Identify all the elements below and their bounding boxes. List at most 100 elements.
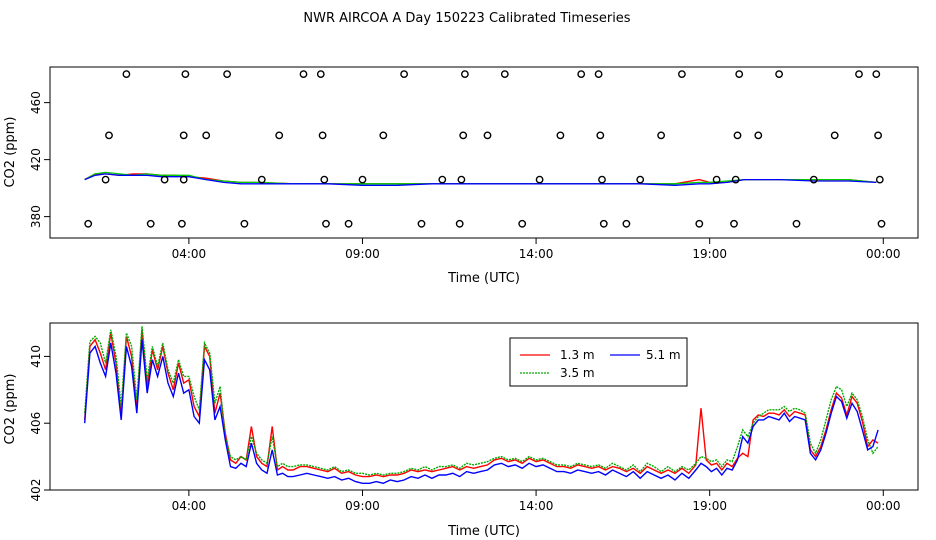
data-point bbox=[594, 70, 603, 79]
top-y-axis: 380 420 460 bbox=[29, 91, 50, 228]
data-point bbox=[556, 131, 565, 140]
data-point bbox=[457, 175, 466, 184]
data-point bbox=[275, 131, 284, 140]
data-point bbox=[855, 70, 863, 79]
top-series-lines bbox=[84, 171, 877, 186]
bottom-x-tick-label: 00:00 bbox=[866, 499, 901, 513]
data-point bbox=[455, 219, 464, 228]
data-point bbox=[316, 70, 325, 79]
data-point bbox=[775, 70, 783, 79]
legend-label-1-3m: 1.3 m bbox=[560, 348, 595, 362]
bottom-y-axis-label: CO2 (ppm) bbox=[3, 373, 18, 444]
data-point bbox=[318, 131, 327, 140]
top-x-tick-label: 09:00 bbox=[345, 247, 380, 261]
data-point bbox=[636, 175, 645, 184]
top-x-tick-label: 14:00 bbox=[519, 247, 554, 261]
data-point bbox=[518, 219, 527, 228]
data-point bbox=[731, 175, 740, 184]
data-point bbox=[712, 175, 721, 184]
bottom-y-axis: 402 406 410 bbox=[29, 345, 50, 501]
top-x-axis: 04:00 09:00 14:00 19:00 00:00 bbox=[172, 238, 901, 261]
data-point bbox=[358, 175, 367, 184]
top-x-tick-label: 19:00 bbox=[692, 247, 727, 261]
bottom-x-axis: 04:00 09:00 14:00 19:00 00:00 bbox=[172, 490, 901, 513]
top-points bbox=[84, 70, 886, 228]
legend-box bbox=[509, 337, 688, 387]
bottom-x-tick-label: 14:00 bbox=[519, 499, 554, 513]
data-point bbox=[320, 175, 329, 184]
data-point bbox=[622, 219, 631, 228]
data-point bbox=[460, 70, 469, 79]
top-series-line-3-5-m bbox=[84, 171, 877, 185]
data-point bbox=[877, 219, 886, 228]
bottom-x-tick-label: 04:00 bbox=[172, 499, 207, 513]
top-y-axis-label: CO2 (ppm) bbox=[3, 116, 18, 187]
bottom-y-tick-label: 410 bbox=[29, 345, 43, 368]
data-point bbox=[830, 131, 839, 140]
data-point bbox=[598, 175, 606, 184]
legend-label-5-1m: 5.1 m bbox=[646, 348, 681, 362]
bottom-series-line-5-1-m bbox=[84, 339, 879, 485]
data-point bbox=[875, 175, 884, 184]
data-point bbox=[754, 131, 763, 140]
data-point bbox=[105, 131, 113, 140]
data-point bbox=[678, 70, 686, 79]
top-y-tick-label: 380 bbox=[29, 205, 43, 228]
data-point bbox=[101, 175, 110, 184]
data-point bbox=[872, 70, 881, 79]
data-point bbox=[240, 219, 249, 228]
top-series-line-5-1-m bbox=[84, 173, 877, 186]
data-point bbox=[202, 131, 211, 140]
data-point bbox=[257, 175, 266, 184]
data-point bbox=[160, 175, 169, 184]
data-point bbox=[695, 219, 704, 228]
data-point bbox=[146, 219, 155, 228]
data-point bbox=[792, 219, 801, 228]
bottom-series-lines bbox=[84, 326, 879, 485]
top-x-axis-label: Time (UTC) bbox=[447, 271, 520, 286]
data-point bbox=[459, 131, 468, 140]
data-point bbox=[809, 175, 818, 184]
data-point bbox=[577, 70, 586, 79]
top-panel: 04:00 09:00 14:00 19:00 00:00 380 420 460 Time… bbox=[3, 66, 919, 286]
data-point bbox=[735, 70, 744, 79]
bottom-panel: 04:00 09:00 14:00 19:00 00:00 402 406 410 Time… bbox=[3, 322, 919, 539]
data-point bbox=[417, 219, 426, 228]
data-point bbox=[84, 219, 93, 228]
data-point bbox=[733, 131, 742, 140]
data-point bbox=[438, 175, 447, 184]
bottom-x-tick-label: 19:00 bbox=[692, 499, 727, 513]
bottom-plot-frame bbox=[49, 322, 919, 491]
data-point bbox=[657, 131, 665, 140]
data-point bbox=[181, 70, 190, 79]
data-point bbox=[122, 70, 131, 79]
top-y-tick-label: 460 bbox=[29, 91, 43, 114]
bottom-x-tick-label: 09:00 bbox=[345, 499, 380, 513]
top-x-tick-label: 04:00 bbox=[172, 247, 207, 261]
data-point bbox=[179, 131, 188, 140]
top-y-tick-label: 420 bbox=[29, 148, 43, 171]
bottom-x-axis-label: Time (UTC) bbox=[447, 524, 520, 539]
data-point bbox=[344, 219, 353, 228]
data-point bbox=[599, 219, 608, 228]
bottom-series-line-3-5-m bbox=[84, 326, 879, 476]
figure-title: NWR AIRCOA A Day 150223 Calibrated Times… bbox=[303, 11, 630, 26]
data-point bbox=[177, 219, 186, 228]
data-point bbox=[483, 131, 492, 140]
data-point bbox=[322, 219, 330, 228]
data-point bbox=[299, 70, 308, 79]
data-point bbox=[179, 175, 188, 184]
data-point bbox=[379, 131, 388, 140]
data-point bbox=[500, 70, 509, 79]
data-point bbox=[535, 175, 544, 184]
top-plot-frame bbox=[49, 66, 919, 239]
legend-label-3-5m: 3.5 m bbox=[560, 366, 595, 380]
data-point bbox=[874, 131, 882, 140]
data-point bbox=[400, 70, 408, 79]
data-point bbox=[223, 70, 232, 79]
data-point bbox=[730, 219, 738, 228]
legend: 1.3 m 5.1 m 3.5 m bbox=[509, 337, 688, 387]
top-x-tick-label: 00:00 bbox=[866, 247, 901, 261]
data-point bbox=[596, 131, 605, 140]
